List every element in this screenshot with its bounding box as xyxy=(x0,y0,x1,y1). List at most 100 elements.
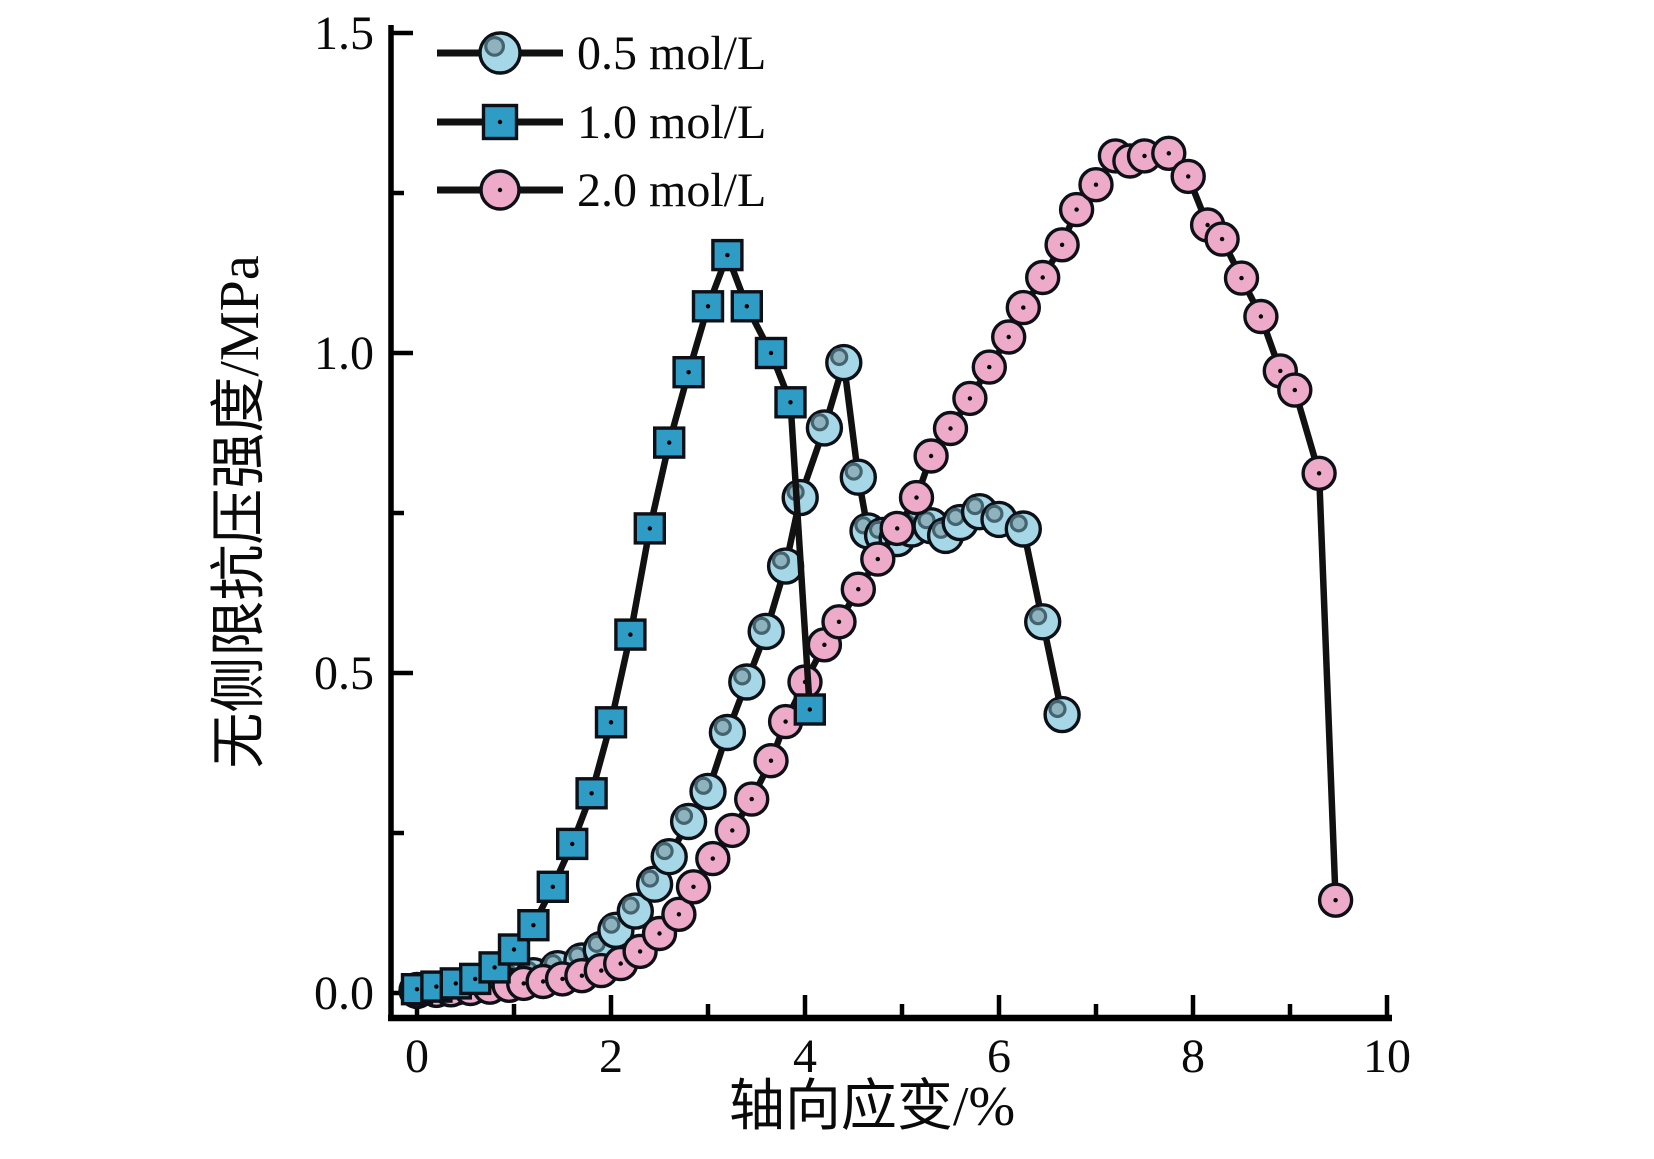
data-point xyxy=(1024,259,1061,296)
center-dot xyxy=(599,968,604,973)
square-marker xyxy=(730,290,763,323)
data-point xyxy=(860,541,896,577)
center-dot xyxy=(414,987,420,992)
series-layer xyxy=(398,135,1354,1010)
y-tick-label: 1.5 xyxy=(314,7,374,60)
center-dot xyxy=(768,350,774,356)
series-2.0-mol/L xyxy=(399,135,1354,1009)
center-dot xyxy=(1142,153,1147,159)
sphere-inner-dot xyxy=(484,36,506,57)
center-dot xyxy=(560,976,565,982)
center-dot xyxy=(967,396,973,401)
sphere-inner-dot xyxy=(844,462,863,481)
data-point xyxy=(1301,455,1337,491)
x-tick-label: 2 xyxy=(599,1030,623,1083)
center-dot xyxy=(473,976,478,982)
data-point xyxy=(821,604,857,640)
data-point xyxy=(728,663,766,701)
center-dot xyxy=(948,426,953,431)
data-point xyxy=(839,458,877,496)
center-dot xyxy=(1186,174,1191,179)
x-tick-label: 8 xyxy=(1181,1030,1205,1083)
y-axis-title: 无侧限抗压强度/MPa xyxy=(209,255,271,768)
center-dot xyxy=(691,884,696,889)
center-dot xyxy=(749,796,754,802)
sphere-inner-dot xyxy=(985,504,1004,523)
data-point xyxy=(952,380,988,417)
data-point xyxy=(1058,191,1095,228)
center-dot xyxy=(1219,236,1225,242)
center-dot xyxy=(856,587,861,592)
center-dot xyxy=(434,984,439,989)
x-tick-label: 0 xyxy=(405,1030,429,1083)
center-dot xyxy=(725,252,730,258)
center-dot xyxy=(744,304,749,309)
center-dot xyxy=(1074,207,1079,212)
center-dot xyxy=(914,495,919,500)
data-point xyxy=(594,706,628,739)
center-dot xyxy=(608,720,614,725)
data-point xyxy=(711,238,744,272)
center-dot xyxy=(497,187,503,193)
center-dot xyxy=(657,931,662,936)
sphere-inner-dot xyxy=(694,776,713,795)
data-point xyxy=(708,713,747,752)
data-point xyxy=(774,386,807,419)
center-dot xyxy=(1239,275,1244,281)
data-point xyxy=(653,426,686,459)
data-point xyxy=(689,772,727,811)
sphere-inner-dot xyxy=(733,667,752,686)
data-point xyxy=(753,743,789,779)
data-point xyxy=(661,896,697,932)
square-icon xyxy=(481,103,519,141)
circle-icon xyxy=(479,169,521,211)
tick-labels: 0 2 4 6 8 10 0.0 0.5 1.0 1.5 xyxy=(314,7,1411,1083)
data-point xyxy=(747,612,785,651)
center-dot xyxy=(550,884,555,889)
sphere-circle-icon xyxy=(478,31,522,75)
data-point xyxy=(714,812,750,849)
center-dot xyxy=(676,912,682,917)
data-point xyxy=(691,290,725,323)
sphere-inner-dot xyxy=(640,869,660,888)
square-marker xyxy=(653,426,686,459)
center-dot xyxy=(589,791,594,796)
data-point xyxy=(1078,166,1114,203)
legend: 0.5 mol/L 1.0 mol/L 2.0 mol/L xyxy=(437,27,766,217)
data-point xyxy=(825,343,863,382)
data-point xyxy=(1204,221,1240,257)
center-dot xyxy=(540,979,546,984)
data-point xyxy=(730,290,763,323)
data-point xyxy=(1043,695,1081,734)
center-dot xyxy=(1059,242,1065,247)
center-dot xyxy=(987,364,992,370)
data-point xyxy=(991,319,1027,355)
center-dot xyxy=(788,400,793,405)
sphere-inner-dot xyxy=(621,896,640,915)
data-point xyxy=(517,909,550,942)
center-dot xyxy=(570,841,575,847)
center-dot xyxy=(667,440,672,445)
center-dot xyxy=(1205,222,1210,228)
center-dot xyxy=(579,973,585,978)
data-point xyxy=(650,838,688,876)
legend-item: 0.5 mol/L xyxy=(437,27,766,80)
center-dot xyxy=(628,632,633,637)
sphere-inner-dot xyxy=(946,507,965,527)
sphere-inner-dot xyxy=(917,511,936,530)
center-dot xyxy=(730,828,735,833)
sphere-inner-dot xyxy=(752,616,771,635)
center-dot xyxy=(836,619,842,624)
data-point xyxy=(672,356,705,389)
data-point xyxy=(1151,135,1187,172)
data-point xyxy=(734,781,770,817)
center-dot xyxy=(647,526,652,531)
data-point xyxy=(1277,372,1313,408)
center-dot xyxy=(686,370,691,375)
center-dot xyxy=(531,923,536,928)
legend-label: 2.0 mol/L xyxy=(577,164,766,217)
data-point xyxy=(669,802,708,841)
y-tick-label: 0.5 xyxy=(314,647,374,700)
